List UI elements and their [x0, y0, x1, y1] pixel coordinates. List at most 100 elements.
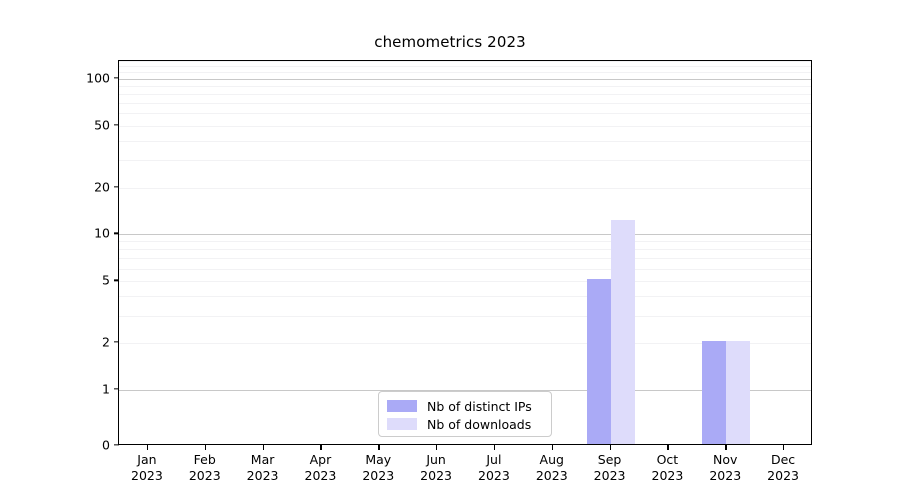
legend-item[interactable]: Nb of distinct IPs [387, 397, 543, 415]
bar-downloads [610, 220, 635, 444]
legend-label: Nb of downloads [427, 416, 532, 432]
x-tick-year: 2023 [709, 468, 742, 483]
x-tick-label: Oct 2023 [632, 452, 702, 484]
gridline-minor [119, 296, 811, 298]
x-tick-year: 2023 [593, 468, 626, 483]
gridline-minor [119, 140, 811, 142]
x-tick-month: Mar [250, 452, 275, 467]
bar-downloads [726, 341, 751, 444]
x-tick-month: Aug [539, 452, 564, 467]
gridline-minor [119, 343, 811, 345]
gridline-minor [119, 113, 811, 115]
gridline-minor [119, 66, 811, 68]
x-tick-mark [378, 445, 380, 450]
y-tick-mark [114, 444, 119, 446]
x-tick-mark [262, 445, 264, 450]
x-tick-label: Jul 2023 [459, 452, 529, 484]
x-tick-mark [667, 445, 669, 450]
y-tick-label: 2 [102, 334, 110, 350]
bar-distinct-ips [586, 279, 611, 444]
x-tick-mark [320, 445, 322, 450]
x-tick-year: 2023 [188, 468, 221, 483]
gridline-minor [119, 125, 811, 127]
y-tick-mark [114, 232, 119, 235]
y-tick-label: 20 [94, 179, 110, 195]
x-tick-month: Oct [656, 452, 679, 467]
x-tick-year: 2023 [246, 468, 279, 483]
x-tick-mark [783, 445, 785, 450]
x-tick-month: Jan [137, 452, 157, 467]
gridline-minor [119, 241, 811, 243]
x-tick-label: May 2023 [343, 452, 413, 484]
x-tick-label: Nov 2023 [690, 452, 760, 484]
x-tick-label: Jun 2023 [401, 452, 471, 484]
x-tick-mark [609, 445, 611, 450]
y-tick-mark [114, 341, 119, 343]
x-tick-month: Nov [713, 452, 738, 467]
gridline-minor [119, 72, 811, 74]
x-tick-mark [725, 445, 727, 450]
x-tick-month: Dec [770, 452, 796, 467]
y-tick-label: 1 [102, 381, 110, 397]
gridline-minor [119, 102, 811, 104]
x-tick-label: Feb 2023 [170, 452, 240, 484]
x-tick-year: 2023 [767, 468, 799, 483]
legend-swatch [387, 400, 417, 412]
plot-area [118, 60, 812, 445]
gridline-minor [119, 249, 811, 251]
x-tick-month: Sep [597, 452, 622, 467]
gridline-major [119, 78, 811, 80]
x-tick-mark [493, 445, 496, 450]
y-tick-mark [114, 123, 119, 126]
gridline-minor [119, 268, 811, 270]
x-tick-mark [551, 445, 554, 450]
x-tick-mark [204, 445, 207, 450]
gridline-minor [119, 187, 811, 189]
x-tick-year: 2023 [420, 468, 452, 483]
x-tick-year: 2023 [131, 468, 163, 483]
x-tick-label: Mar 2023 [228, 452, 298, 484]
gridline-minor [119, 258, 811, 260]
x-tick-year: 2023 [651, 468, 684, 483]
y-tick-label: 100 [86, 70, 110, 86]
x-tick-label: Apr 2023 [285, 452, 355, 484]
x-tick-month: Jun [426, 452, 446, 467]
y-tick-mark [114, 77, 119, 79]
x-tick-label: Jan 2023 [112, 452, 182, 484]
x-tick-year: 2023 [535, 468, 568, 483]
y-tick-mark [114, 388, 119, 390]
bar-distinct-ips [702, 341, 727, 444]
legend-swatch [387, 418, 417, 430]
legend-label: Nb of distinct IPs [427, 398, 532, 414]
gridline-major [119, 390, 811, 391]
gridline-major [119, 234, 811, 236]
gridline-minor [119, 85, 811, 87]
chart-title: chemometrics 2023 [374, 33, 526, 51]
x-tick-label: Aug 2023 [517, 452, 587, 484]
y-tick-mark [114, 279, 119, 281]
gridline-minor [119, 281, 811, 283]
gridline-minor [119, 315, 811, 317]
x-tick-month: Jul [486, 452, 502, 467]
x-tick-year: 2023 [362, 468, 395, 483]
y-tick-mark [114, 185, 119, 188]
x-tick-year: 2023 [478, 468, 510, 483]
x-tick-label: Sep 2023 [575, 452, 645, 484]
x-tick-month: Apr [309, 452, 332, 467]
x-tick-month: May [365, 452, 392, 467]
gridline-minor [119, 61, 811, 62]
x-tick-mark [146, 445, 149, 450]
x-tick-year: 2023 [304, 468, 337, 483]
chart-legend: Nb of distinct IPs Nb of downloads [378, 391, 552, 437]
y-tick-label: 5 [102, 272, 110, 288]
legend-item[interactable]: Nb of downloads [387, 415, 543, 433]
y-tick-label: 0 [102, 437, 110, 453]
x-tick-label: Dec 2023 [748, 452, 818, 484]
x-tick-month: Feb [193, 452, 216, 467]
x-tick-mark [436, 445, 438, 450]
gridline-minor [119, 93, 811, 95]
y-tick-label: 10 [94, 225, 110, 241]
y-tick-label: 50 [94, 117, 110, 133]
gridline-minor [119, 160, 811, 162]
